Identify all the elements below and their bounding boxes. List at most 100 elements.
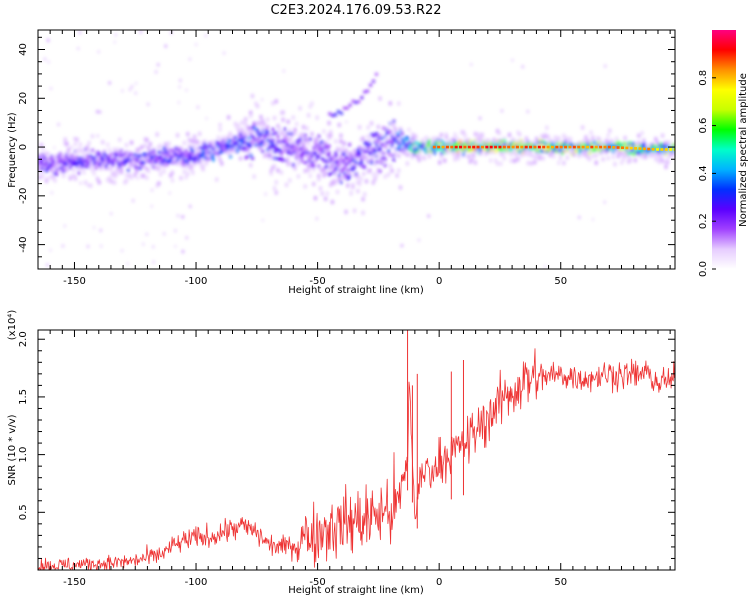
- spectrogram-cell: [205, 156, 208, 160]
- spectrogram-cell: [218, 145, 222, 150]
- spectrogram-cell: [96, 156, 100, 161]
- spectrogram-noise: [521, 65, 524, 69]
- spectrogram-cell: [285, 158, 288, 162]
- spectrogram-streak-cell: [363, 90, 367, 94]
- spectrogram-cell: [485, 140, 489, 145]
- spectrogram-cell: [327, 151, 331, 155]
- spectrogram-cell: [211, 149, 215, 154]
- spectrogram-cell: [342, 141, 346, 146]
- spectrogram-cell: [138, 166, 142, 171]
- spectrogram-cell: [380, 151, 384, 156]
- spectrogram-cell: [625, 149, 629, 153]
- spectrogram-peak: [550, 145, 554, 149]
- spectrogram-cell: [119, 167, 123, 172]
- spectrogram-cell: [116, 147, 120, 152]
- spectrogram-cell: [455, 148, 459, 153]
- spectrogram-cell: [399, 185, 403, 190]
- spectrogram-cell: [639, 151, 642, 155]
- spectrogram-cell: [309, 160, 312, 164]
- spectrogram-cell: [346, 151, 350, 156]
- spectrogram-cell: [377, 148, 380, 152]
- spectrogram-cell: [598, 141, 602, 145]
- spectrogram-cell: [450, 143, 453, 147]
- spectrogram-cell: [589, 141, 593, 146]
- spectrogram-noise: [139, 30, 143, 34]
- spectrogram-cell: [655, 157, 659, 162]
- spectrogram-cell: [82, 170, 86, 175]
- spectrogram-cell: [251, 156, 254, 161]
- spectrogram-peaks: [432, 145, 675, 151]
- spectrogram-cell: [250, 128, 254, 133]
- spectrogram-cell: [332, 178, 336, 183]
- spectrogram-cell: [356, 154, 360, 159]
- spectrogram-cell: [106, 156, 110, 161]
- spectrogram-cell: [208, 151, 212, 155]
- spectrogram-cell: [183, 160, 186, 164]
- spectrogram-cell: [477, 135, 481, 140]
- spectrogram-cell: [104, 157, 108, 161]
- spectrogram-cell: [164, 156, 168, 161]
- spectrogram-cell: [407, 143, 411, 147]
- spectrogram-noise: [79, 181, 82, 185]
- spectrogram-cell: [244, 132, 248, 137]
- spectrogram-cell: [300, 152, 304, 156]
- spectrogram-cell: [496, 161, 500, 166]
- spectrogram-noise: [417, 238, 421, 242]
- spectrogram-cell: [509, 141, 513, 145]
- spectrogram-cell: [284, 145, 288, 150]
- spectrogram-cell: [545, 142, 549, 146]
- spectrogram-peak: [625, 146, 629, 150]
- spectrogram-cell: [532, 143, 535, 147]
- spectrogram-cell: [591, 148, 595, 153]
- spectrogram-cell: [416, 148, 419, 152]
- spectrogram-cell: [506, 142, 510, 147]
- spectrogram-cell: [389, 153, 392, 157]
- spectrogram-cell: [58, 156, 62, 160]
- spectrogram-cell: [509, 158, 513, 163]
- spectrogram-cell: [275, 131, 278, 135]
- spectrogram-cell: [627, 152, 630, 156]
- spectrogram-cell: [160, 163, 164, 168]
- spectrogram-cell: [249, 110, 253, 115]
- spectrogram-noise: [188, 204, 192, 208]
- spectrogram-cell: [373, 176, 377, 181]
- spectrogram-cell: [355, 152, 358, 156]
- spectrogram-cell: [424, 150, 428, 155]
- spectrogram-cell: [373, 151, 377, 156]
- spectrogram-cell: [258, 136, 261, 140]
- spectrogram-cell: [341, 175, 345, 180]
- spectrogram-cell: [191, 170, 195, 175]
- spectrogram-cell: [332, 171, 336, 175]
- spectrogram-cell: [520, 139, 523, 143]
- spectrogram-cell: [487, 139, 491, 144]
- spectrogram-cell: [191, 152, 195, 156]
- spectrogram-cell: [535, 140, 539, 145]
- spectrogram-cell: [227, 151, 231, 156]
- spectrogram-cell: [341, 160, 345, 165]
- spectrogram-cell: [286, 161, 290, 166]
- spectrogram-cell: [118, 164, 122, 169]
- spectrogram-cell: [312, 164, 316, 168]
- spectrogram-peak: [581, 145, 585, 149]
- spectrogram-cell: [266, 148, 270, 152]
- spectrogram-cell: [53, 155, 57, 160]
- spectrogram-cell: [118, 154, 122, 158]
- spectrogram-cell: [372, 149, 375, 153]
- spectrogram-cell: [662, 151, 666, 156]
- spectrogram-streak-cell: [334, 113, 337, 117]
- spectrogram-cell: [632, 144, 636, 148]
- spectrogram-noise: [121, 89, 124, 93]
- spectrogram-cell: [470, 157, 474, 162]
- spectrogram-cell: [43, 156, 47, 160]
- spectrogram-cell: [395, 139, 399, 144]
- spectrogram-cell: [521, 143, 525, 147]
- spectrogram-cell: [480, 132, 484, 137]
- spectrogram-cell: [343, 171, 346, 176]
- spectrogram-cell: [274, 190, 278, 195]
- spectrogram-cell: [82, 151, 86, 156]
- spectrogram-cell: [124, 173, 128, 178]
- spectrogram-cell: [440, 151, 443, 155]
- spectrogram-cell: [206, 148, 210, 152]
- spectrogram-cell: [107, 166, 111, 171]
- spectrogram-cell: [470, 142, 474, 146]
